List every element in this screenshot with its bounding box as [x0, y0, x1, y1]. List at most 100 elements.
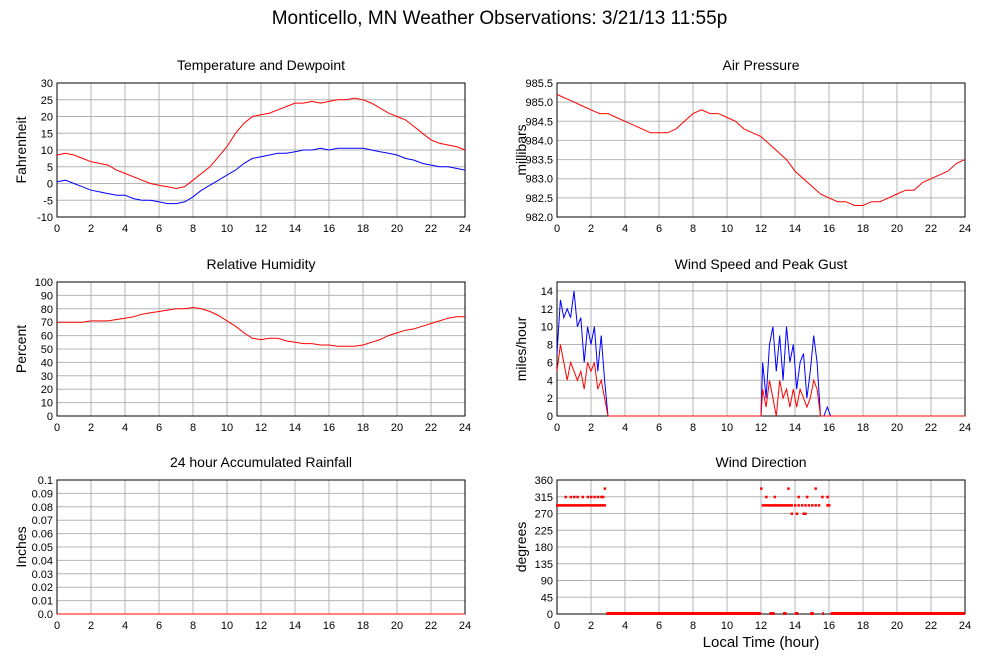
y-tick-label: 4 [547, 375, 553, 387]
x-tick-label: 14 [789, 223, 801, 235]
x-tick-label: 2 [588, 620, 594, 632]
scatter-point [773, 495, 777, 499]
y-tick-label: 0.0 [38, 609, 53, 621]
y-tick-label: 12 [541, 304, 553, 316]
scatter-point [578, 504, 581, 507]
x-tick-label: 14 [789, 422, 801, 434]
x-tick-label: 4 [122, 223, 128, 235]
plot-frame [56, 281, 466, 417]
scatter-point [573, 504, 576, 507]
scatter-point [573, 495, 576, 499]
scatter-point [586, 504, 590, 507]
y-tick-label: 15 [41, 128, 53, 140]
scatter-point [828, 504, 831, 507]
y-tick-label: 984.5 [525, 116, 553, 128]
x-tick-label: 22 [425, 422, 437, 434]
y-tick-label: 70 [41, 317, 53, 329]
x-tick-label: 18 [357, 422, 369, 434]
scatter-point [600, 495, 603, 499]
x-tick-label: 12 [255, 223, 267, 235]
scatter-point [761, 504, 765, 507]
x-tick-label: 8 [690, 422, 696, 434]
y-tick-label: 270 [535, 509, 553, 521]
x-tick-label: 16 [323, 223, 335, 235]
x-tick-label: 0 [54, 620, 60, 632]
x-tick-label: 14 [289, 223, 301, 235]
scatter-point [596, 504, 600, 507]
scatter-point [783, 504, 787, 507]
x-tick-label: 4 [622, 223, 628, 235]
x-tick-label: 12 [255, 422, 267, 434]
x-tick-label: 8 [190, 223, 196, 235]
scatter-point [581, 504, 584, 507]
x-tick-label: 16 [823, 223, 835, 235]
y-tick-label: 0 [47, 179, 53, 191]
x-tick-label: 22 [425, 223, 437, 235]
x-tick-label: 14 [789, 620, 801, 632]
chart-title: Air Pressure [722, 57, 799, 73]
scatter-point [569, 495, 573, 499]
y-tick-label: 6 [547, 357, 553, 369]
scatter-point [601, 504, 605, 507]
y-tick-label: 0.04 [32, 555, 53, 567]
scatter-point [785, 504, 788, 507]
y-tick-label: 0 [47, 411, 53, 423]
scatter-point [770, 504, 773, 507]
y-axis-label: millibars [513, 124, 529, 175]
y-tick-label: 982.5 [525, 193, 553, 205]
series-line-0 [57, 306, 465, 347]
x-tick-label: 20 [891, 223, 903, 235]
x-tick-label: 0 [54, 422, 60, 434]
scatter-point [766, 504, 770, 507]
series-line-0 [56, 97, 466, 190]
scatter-point [590, 495, 593, 499]
x-tick-label: 6 [156, 422, 162, 434]
scatter-point [579, 504, 583, 507]
y-axis-label: Inches [13, 526, 29, 567]
scatter-point [600, 504, 603, 507]
x-tick-label: 20 [391, 223, 403, 235]
chart-title: Wind Speed and Peak Gust [675, 256, 848, 272]
y-tick-label: 0.09 [32, 488, 53, 500]
y-tick-label: 40 [41, 357, 53, 369]
y-axis-label: Percent [13, 325, 29, 373]
scatter-point [603, 504, 607, 507]
y-tick-label: 0.07 [32, 515, 53, 527]
scatter-point [591, 504, 595, 507]
x-tick-label: 12 [755, 620, 767, 632]
scatter-point [590, 504, 593, 507]
scatter-point [564, 504, 567, 507]
series-line-1 [556, 344, 965, 417]
x-tick-label: 24 [459, 422, 471, 434]
scatter-point [576, 495, 579, 499]
y-tick-label: 2 [547, 393, 553, 405]
x-tick-label: 18 [857, 223, 869, 235]
x-tick-label: 8 [190, 620, 196, 632]
y-tick-label: 90 [541, 576, 553, 588]
y-tick-label: 60 [41, 331, 53, 343]
scatter-point [564, 495, 567, 499]
chart-title: 24 hour Accumulated Rainfall [170, 454, 352, 470]
y-tick-label: 20 [41, 112, 53, 124]
scatter-point [782, 504, 785, 507]
y-tick-label: 180 [535, 542, 553, 554]
x-tick-label: 2 [88, 223, 94, 235]
plot-frame [556, 82, 966, 218]
scatter-point [768, 504, 771, 507]
x-tick-label: 10 [221, 620, 233, 632]
scatter-point [765, 504, 768, 507]
scatter-point [811, 504, 814, 507]
x-tick-label: 22 [925, 620, 937, 632]
scatter-point [593, 495, 596, 499]
x-tick-label: 16 [323, 620, 335, 632]
x-tick-label: 20 [891, 620, 903, 632]
x-tick-label: 20 [891, 422, 903, 434]
scatter-point [557, 504, 561, 507]
x-tick-label: 6 [156, 620, 162, 632]
scatter-point [765, 495, 768, 499]
x-tick-label: 0 [554, 620, 560, 632]
scatter-point [787, 504, 790, 507]
